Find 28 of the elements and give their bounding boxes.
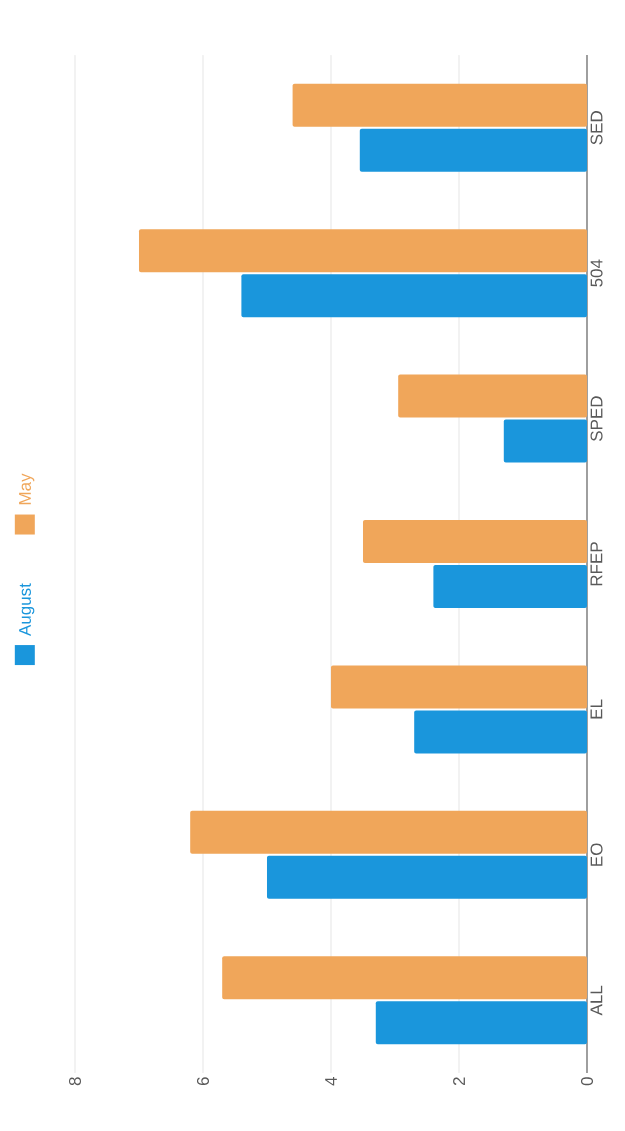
bar xyxy=(433,565,587,609)
y-tick-label: EO xyxy=(590,843,603,866)
bar xyxy=(222,956,587,1000)
bar xyxy=(292,83,587,127)
bar xyxy=(414,710,587,754)
bar xyxy=(503,419,587,463)
bar xyxy=(330,665,587,709)
y-tick-label: ALL xyxy=(590,985,603,1016)
x-tick-label: 4 xyxy=(325,1077,337,1086)
x-tick-label: 6 xyxy=(196,1077,210,1086)
x-tick-label: 2 xyxy=(453,1077,465,1086)
y-tick-label: 504 xyxy=(590,259,603,287)
x-tick-label: 0 xyxy=(580,1077,594,1086)
bar xyxy=(375,1001,587,1045)
bar xyxy=(138,229,587,273)
text: August xyxy=(19,583,35,637)
bar xyxy=(362,520,587,564)
text: May xyxy=(19,473,35,505)
bar xyxy=(398,374,587,418)
bar xyxy=(190,810,587,854)
bar xyxy=(241,274,587,318)
y-tick-label: SED xyxy=(590,111,603,145)
x-tick-label: 8 xyxy=(68,1077,82,1086)
bar xyxy=(266,855,587,899)
y-tick-label: RFEP xyxy=(590,542,603,586)
y-tick-label: EL xyxy=(590,699,603,719)
bar xyxy=(359,128,587,172)
y-tick-label: SPED xyxy=(590,396,603,441)
